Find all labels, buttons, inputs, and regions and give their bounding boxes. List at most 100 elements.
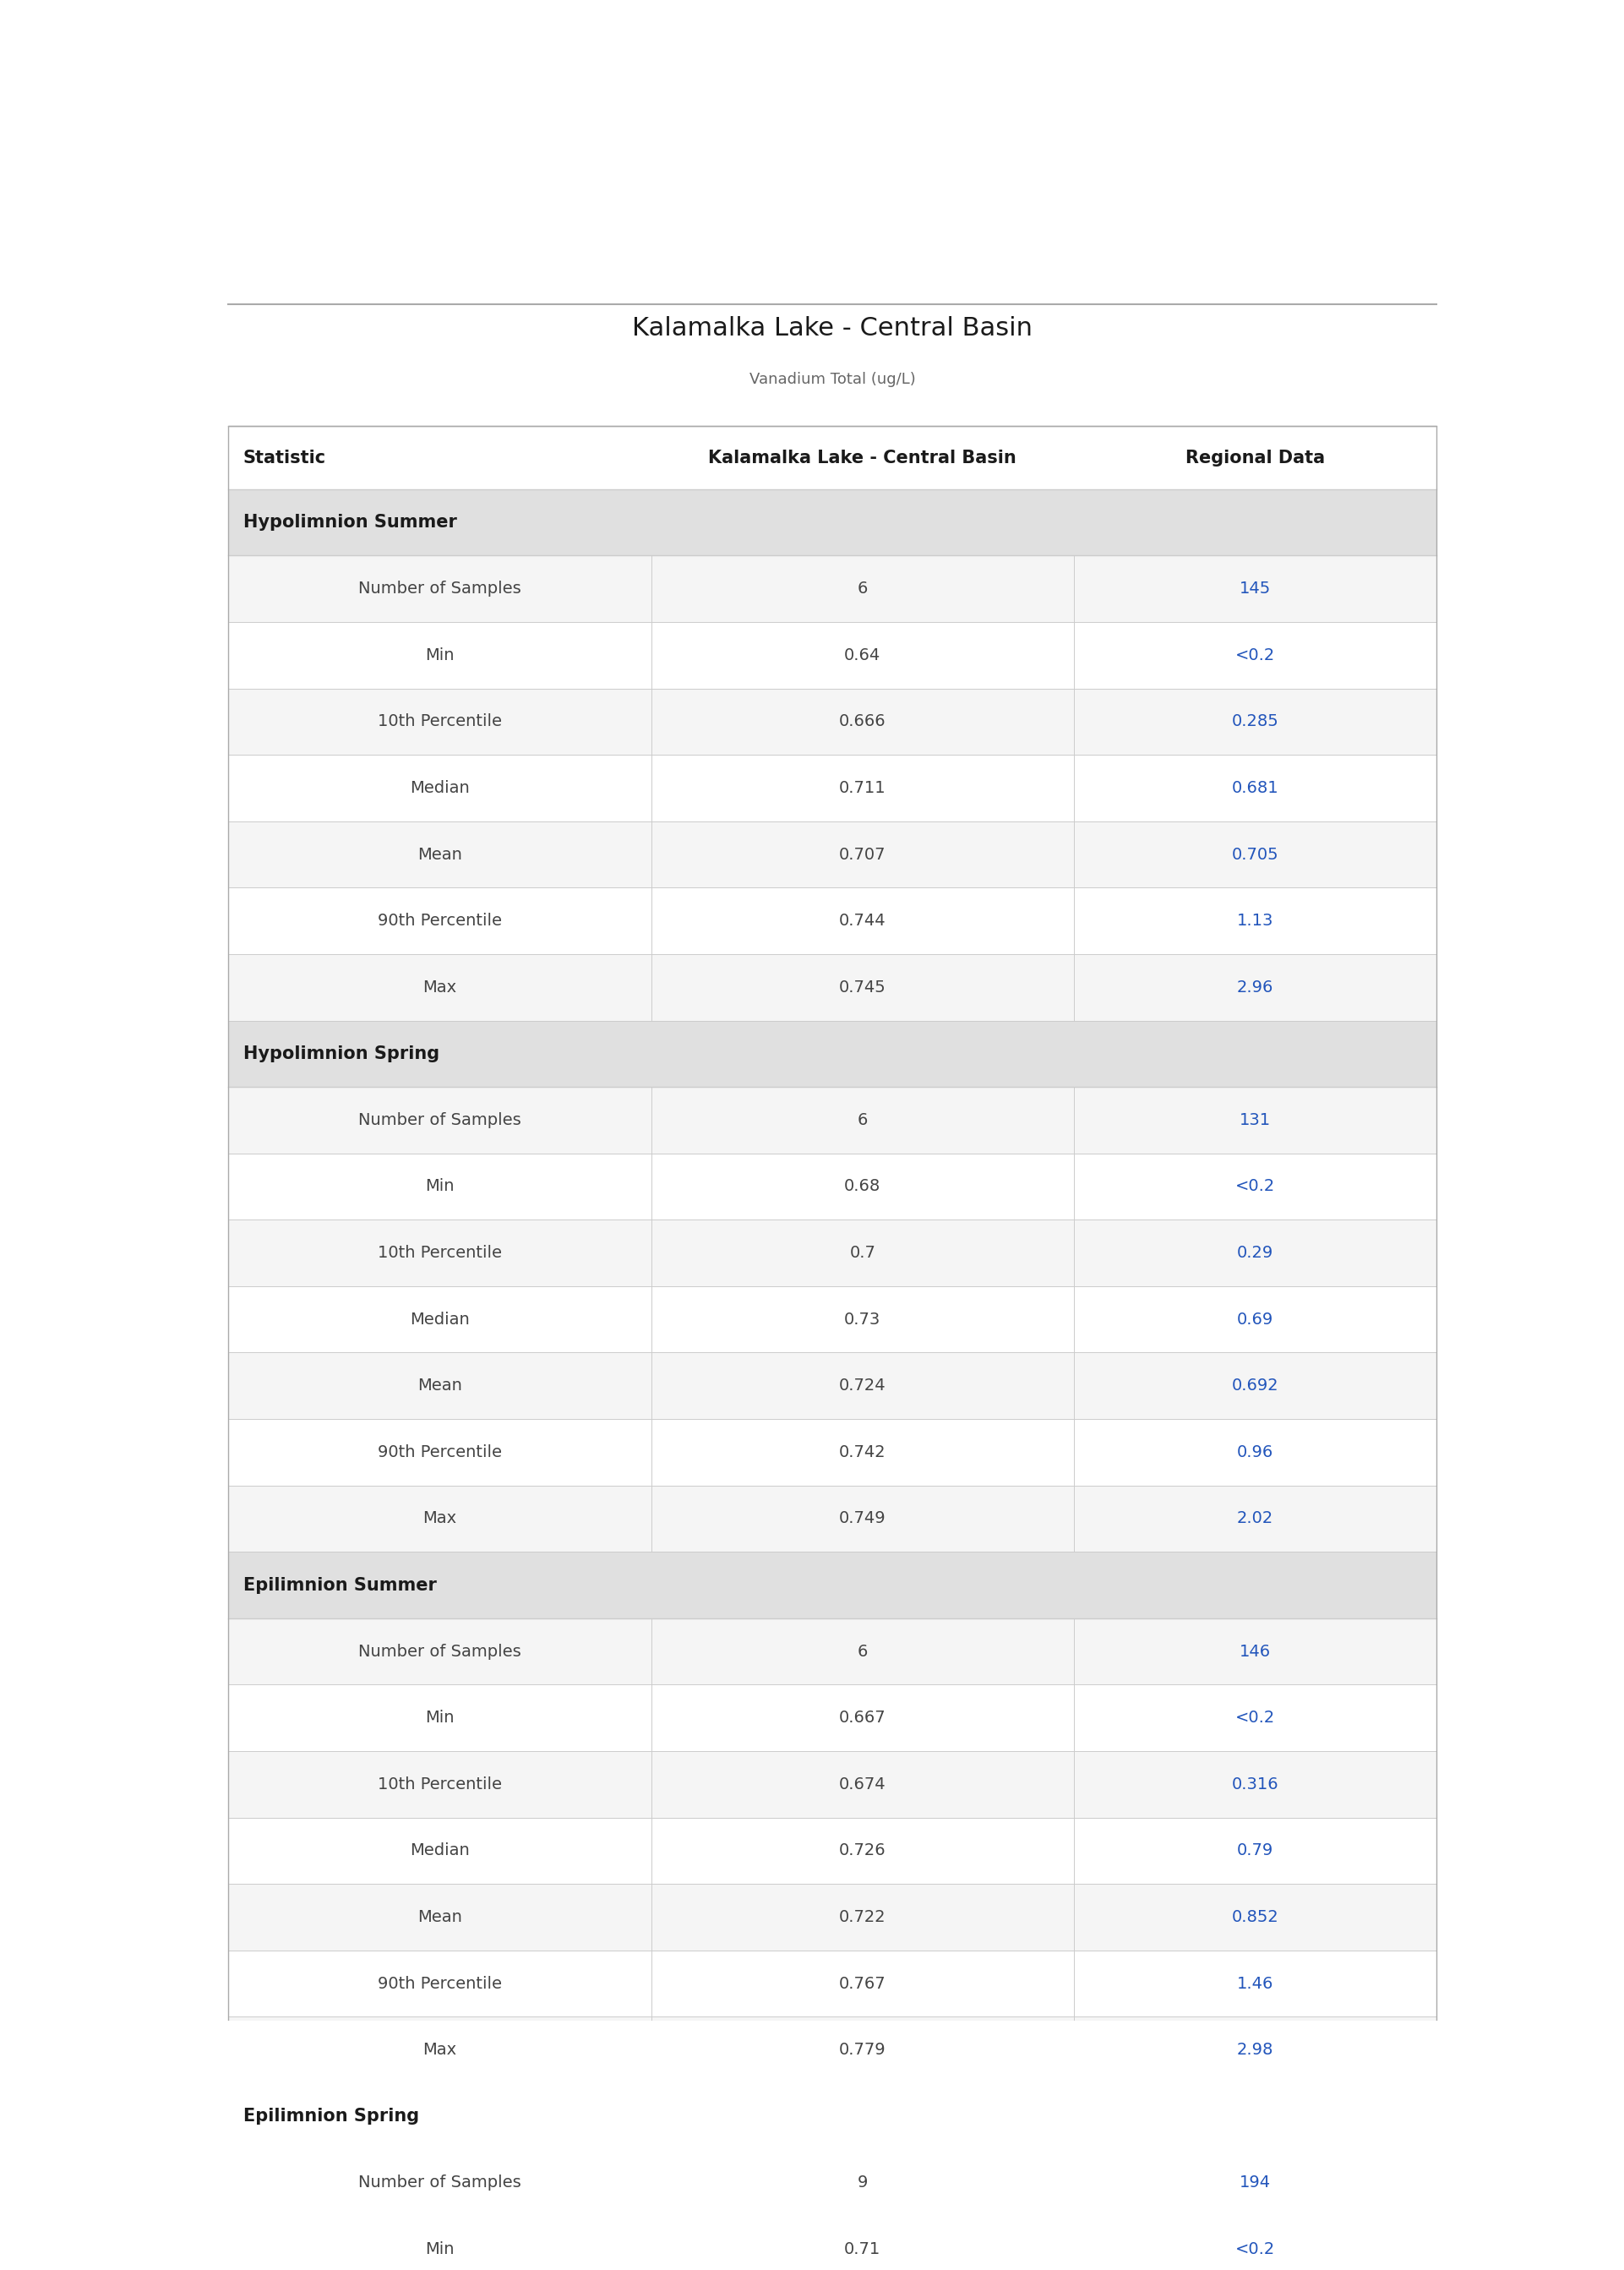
Text: 0.79: 0.79 <box>1237 1843 1273 1859</box>
Text: 131: 131 <box>1239 1112 1272 1128</box>
Text: Kalamalka Lake - Central Basin: Kalamalka Lake - Central Basin <box>632 316 1033 340</box>
Bar <box>227 688 1436 756</box>
Text: 90th Percentile: 90th Percentile <box>377 913 502 928</box>
Text: 0.745: 0.745 <box>840 978 887 994</box>
Text: 9: 9 <box>857 2175 867 2191</box>
Text: 0.744: 0.744 <box>840 913 887 928</box>
Text: Kalamalka Lake - Central Basin: Kalamalka Lake - Central Basin <box>708 449 1017 465</box>
Bar <box>227 1950 1436 2016</box>
Bar <box>227 1022 1436 1087</box>
Text: Hypolimnion Spring: Hypolimnion Spring <box>244 1044 440 1062</box>
Text: Mean: Mean <box>417 847 461 863</box>
Text: 10th Percentile: 10th Percentile <box>377 1777 502 1793</box>
Text: 0.29: 0.29 <box>1237 1244 1273 1262</box>
Text: 0.779: 0.779 <box>840 2043 887 2059</box>
Bar <box>227 1153 1436 1219</box>
Bar <box>227 1619 1436 1684</box>
Text: 0.722: 0.722 <box>840 1909 887 1925</box>
Text: 2.98: 2.98 <box>1237 2043 1273 2059</box>
Bar <box>227 2216 1436 2270</box>
Text: 0.71: 0.71 <box>844 2240 880 2256</box>
Text: 0.711: 0.711 <box>840 781 887 797</box>
Text: Max: Max <box>422 978 456 994</box>
Text: <0.2: <0.2 <box>1236 647 1275 663</box>
Bar <box>227 1087 1436 1153</box>
Text: 0.666: 0.666 <box>840 713 887 729</box>
Bar <box>227 1219 1436 1287</box>
Text: Mean: Mean <box>417 1378 461 1394</box>
Text: 90th Percentile: 90th Percentile <box>377 1975 502 1991</box>
Bar <box>227 556 1436 622</box>
Text: Mean: Mean <box>417 1909 461 1925</box>
Text: Max: Max <box>422 2043 456 2059</box>
Text: Min: Min <box>425 2240 455 2256</box>
Text: <0.2: <0.2 <box>1236 1709 1275 1725</box>
Text: Epilimnion Spring: Epilimnion Spring <box>244 2109 419 2125</box>
Text: 0.64: 0.64 <box>844 647 880 663</box>
Text: 0.724: 0.724 <box>840 1378 887 1394</box>
Bar <box>227 1419 1436 1485</box>
Text: Min: Min <box>425 647 455 663</box>
Text: 0.692: 0.692 <box>1231 1378 1278 1394</box>
Text: 194: 194 <box>1239 2175 1272 2191</box>
Text: Median: Median <box>409 781 469 797</box>
Text: 1.13: 1.13 <box>1237 913 1273 928</box>
Text: Hypolimnion Summer: Hypolimnion Summer <box>244 513 456 531</box>
Text: 0.69: 0.69 <box>1237 1312 1273 1328</box>
Text: 0.742: 0.742 <box>840 1444 887 1460</box>
Text: 90th Percentile: 90th Percentile <box>377 1444 502 1460</box>
Text: 2.96: 2.96 <box>1237 978 1273 994</box>
Text: 0.96: 0.96 <box>1237 1444 1273 1460</box>
Text: 0.68: 0.68 <box>844 1178 880 1194</box>
Bar <box>227 1884 1436 1950</box>
Text: 0.73: 0.73 <box>844 1312 880 1328</box>
Bar <box>227 2084 1436 2150</box>
Text: Number of Samples: Number of Samples <box>359 1643 521 1659</box>
Text: 2.02: 2.02 <box>1237 1510 1273 1528</box>
Text: 0.852: 0.852 <box>1231 1909 1278 1925</box>
Text: 0.767: 0.767 <box>840 1975 887 1991</box>
Text: 0.707: 0.707 <box>840 847 887 863</box>
Text: Number of Samples: Number of Samples <box>359 1112 521 1128</box>
Text: 6: 6 <box>857 1112 867 1128</box>
Text: 0.726: 0.726 <box>840 1843 887 1859</box>
Text: Statistic: Statistic <box>244 449 326 465</box>
Text: 10th Percentile: 10th Percentile <box>377 713 502 729</box>
Text: 0.285: 0.285 <box>1231 713 1278 729</box>
Bar <box>227 1485 1436 1553</box>
Text: Min: Min <box>425 1178 455 1194</box>
Text: 0.749: 0.749 <box>840 1510 887 1528</box>
Text: Vanadium Total (ug/L): Vanadium Total (ug/L) <box>749 372 916 388</box>
Text: 1.46: 1.46 <box>1237 1975 1273 1991</box>
Bar <box>227 1684 1436 1750</box>
Bar <box>227 488 1436 556</box>
Text: Regional Data: Regional Data <box>1186 449 1325 465</box>
Text: 145: 145 <box>1239 581 1272 597</box>
Text: <0.2: <0.2 <box>1236 1178 1275 1194</box>
Text: 6: 6 <box>857 1643 867 1659</box>
Bar <box>227 888 1436 953</box>
Text: Number of Samples: Number of Samples <box>359 2175 521 2191</box>
Bar <box>227 953 1436 1022</box>
Bar <box>227 1287 1436 1353</box>
Bar <box>227 2016 1436 2084</box>
Bar <box>227 1750 1436 1818</box>
Text: 0.667: 0.667 <box>840 1709 887 1725</box>
Bar <box>227 1818 1436 1884</box>
Bar <box>227 622 1436 688</box>
Text: 0.316: 0.316 <box>1231 1777 1278 1793</box>
Text: Min: Min <box>425 1709 455 1725</box>
Bar <box>227 756 1436 822</box>
Text: 146: 146 <box>1239 1643 1272 1659</box>
Bar <box>227 2150 1436 2216</box>
Text: 0.7: 0.7 <box>849 1244 875 1262</box>
Text: 10th Percentile: 10th Percentile <box>377 1244 502 1262</box>
Text: Median: Median <box>409 1312 469 1328</box>
Text: Median: Median <box>409 1843 469 1859</box>
Text: 0.705: 0.705 <box>1231 847 1278 863</box>
Text: Number of Samples: Number of Samples <box>359 581 521 597</box>
Text: <0.2: <0.2 <box>1236 2240 1275 2256</box>
Bar <box>227 427 1436 488</box>
Bar <box>227 822 1436 888</box>
Text: 6: 6 <box>857 581 867 597</box>
